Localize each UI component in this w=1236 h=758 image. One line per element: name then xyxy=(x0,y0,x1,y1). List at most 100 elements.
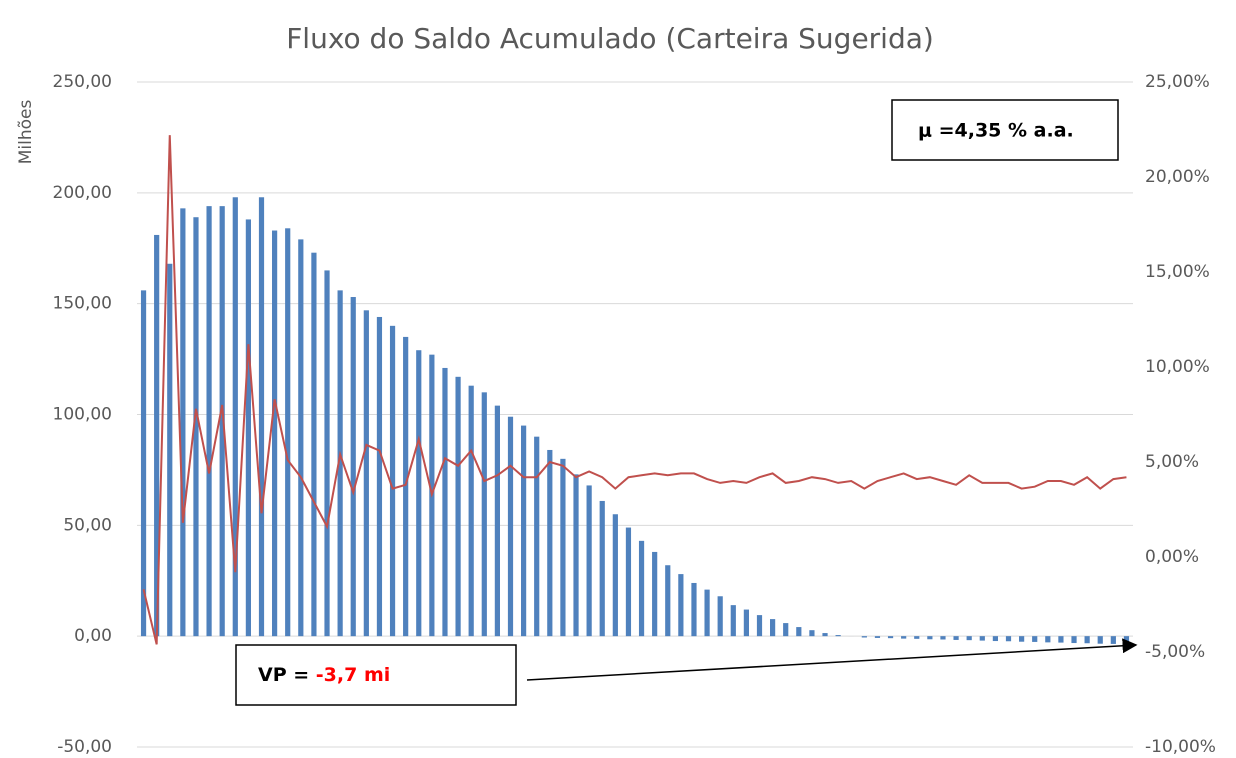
bar xyxy=(298,239,304,637)
bar xyxy=(232,197,238,637)
bar xyxy=(822,633,828,637)
bar xyxy=(914,636,920,639)
bar xyxy=(927,636,933,640)
bar xyxy=(507,416,514,637)
bar xyxy=(1110,636,1116,644)
y-tick-label: -50,00 xyxy=(57,737,112,757)
bar xyxy=(874,636,881,638)
y2-tick-label: 15,00% xyxy=(1145,262,1210,282)
bar xyxy=(442,367,448,637)
y2-tick-label: -5,00% xyxy=(1145,642,1205,662)
vp-value: -3,7 mi xyxy=(316,664,390,686)
bar xyxy=(245,219,251,637)
bar xyxy=(1019,636,1025,642)
bar xyxy=(1084,636,1090,644)
bar xyxy=(652,551,658,637)
bar xyxy=(835,635,841,637)
bar xyxy=(324,270,330,637)
bar xyxy=(953,636,959,640)
y2-tick-label: 25,00% xyxy=(1145,72,1210,92)
bar xyxy=(403,336,409,637)
bar xyxy=(258,197,265,637)
bar xyxy=(468,385,474,637)
mu-annotation: μ =4,35 % a.a. xyxy=(918,120,1074,142)
y2-tick-label: 5,00% xyxy=(1145,452,1199,472)
vp-annotation: VP = -3,7 mi xyxy=(258,664,390,686)
bar xyxy=(534,436,540,637)
bar xyxy=(861,636,867,638)
chart-title: Fluxo do Saldo Acumulado (Carteira Suger… xyxy=(286,22,934,55)
bar xyxy=(966,636,972,641)
bar xyxy=(521,425,527,637)
bar xyxy=(455,376,461,637)
y2-tick-label: -10,00% xyxy=(1145,737,1216,757)
bar xyxy=(1058,636,1064,643)
bar xyxy=(180,208,186,637)
annotation-box xyxy=(235,644,517,706)
bar xyxy=(586,485,592,637)
bar xyxy=(206,206,212,637)
bar xyxy=(809,630,815,637)
bar xyxy=(167,263,173,637)
bar xyxy=(743,609,749,637)
arrow xyxy=(526,638,1138,681)
bar xyxy=(756,615,763,637)
y-tick-label: 0,00 xyxy=(74,626,112,646)
bar xyxy=(311,252,317,637)
bar xyxy=(1071,636,1077,644)
y2-tick-label: 20,00% xyxy=(1145,167,1210,187)
bar xyxy=(678,574,684,637)
bar xyxy=(770,619,776,637)
bar xyxy=(193,217,199,637)
bar xyxy=(717,596,723,637)
y-tick-label: 150,00 xyxy=(53,294,112,314)
bar xyxy=(573,474,579,637)
bar xyxy=(1123,636,1130,645)
bar xyxy=(612,514,618,637)
y-tick-label: 100,00 xyxy=(53,405,112,425)
bar xyxy=(1005,636,1012,642)
bar xyxy=(376,316,383,637)
y2-tick-label: 0,00% xyxy=(1145,547,1199,567)
bar xyxy=(494,405,500,637)
vp-label: VP = xyxy=(258,664,316,686)
y-tick-label: 250,00 xyxy=(53,72,112,92)
bar xyxy=(992,636,998,642)
bar xyxy=(154,234,160,637)
plot-area: -50,00 0,00 50,00 100,00 150,00 200,00 250,00 -… xyxy=(53,72,1216,757)
bar xyxy=(350,297,356,637)
bar xyxy=(272,230,278,637)
y2-tick-label: 10,00% xyxy=(1145,357,1210,377)
bar xyxy=(547,449,553,637)
bar xyxy=(389,325,396,637)
bar xyxy=(416,350,422,637)
y-tick-label: 50,00 xyxy=(63,515,112,535)
bar xyxy=(285,228,291,637)
bar xyxy=(219,206,225,637)
bar xyxy=(638,540,645,637)
bar xyxy=(887,636,894,639)
bar xyxy=(560,458,566,637)
bar xyxy=(691,582,697,637)
bar xyxy=(337,290,343,637)
bar xyxy=(730,605,736,637)
bar xyxy=(783,623,789,637)
bar xyxy=(665,565,671,637)
bar xyxy=(1097,636,1103,644)
bar xyxy=(363,310,369,637)
bar xyxy=(940,636,946,640)
bar xyxy=(625,527,632,637)
bar xyxy=(704,589,710,637)
bar xyxy=(481,392,487,637)
bar xyxy=(979,636,985,641)
bar xyxy=(599,500,605,637)
bar xyxy=(140,290,147,637)
bar xyxy=(796,627,802,637)
y-tick-label: 200,00 xyxy=(53,183,112,203)
line xyxy=(142,135,1127,645)
bar xyxy=(901,636,907,639)
annotation-box xyxy=(891,99,1119,161)
y-axis-label: Milhões xyxy=(16,100,36,165)
